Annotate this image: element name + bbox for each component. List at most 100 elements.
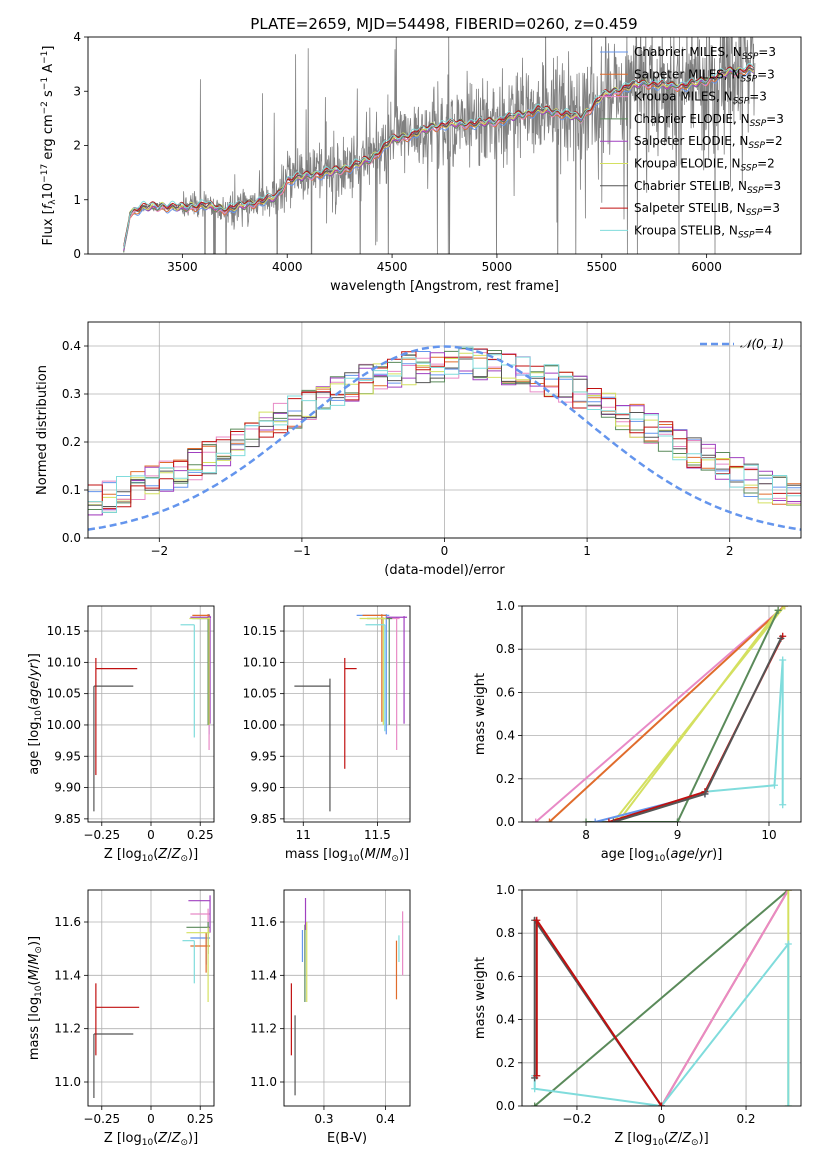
y-tick-label: 11.2	[250, 1022, 277, 1036]
x-tick-label: 2	[726, 544, 734, 558]
weight_vs_Z-frame	[521, 889, 802, 1107]
age_vs_mass-errorbars	[294, 614, 408, 812]
y-tick-label: 10.00	[47, 718, 81, 732]
y-tick-label: 10.05	[47, 687, 81, 701]
y-tick-label: 1	[73, 193, 81, 207]
y-tick-label: 1.0	[496, 599, 515, 613]
mass-weight-marker	[545, 818, 553, 822]
residual-histograms	[88, 345, 801, 531]
mass-weight-marker	[701, 790, 709, 798]
x-tick-label: −2	[150, 544, 168, 558]
mass-weight-line	[548, 606, 786, 822]
weight_vs_age-frame	[521, 605, 802, 823]
y-tick-label: 0.8	[496, 642, 515, 656]
weight_vs_Z-xlabel: Z [log10(Z/Z⊙)]	[614, 1131, 708, 1148]
y-tick-label: 0.3	[62, 387, 81, 401]
weight_vs_age-xlabel: age [log10(age/yr)]	[601, 847, 723, 864]
mass-weight-marker	[781, 606, 789, 610]
y-tick-label: 10.10	[243, 655, 277, 669]
mass-weight-marker	[779, 656, 787, 664]
residuals-xlabel: (data-model)/error	[384, 563, 505, 578]
y-tick-label: 0.4	[62, 339, 81, 353]
x-tick-label: 8	[582, 828, 590, 842]
x-tick-label: −1	[293, 544, 311, 558]
y-tick-label: 11.4	[54, 968, 81, 982]
mass-weight-line	[534, 890, 789, 1106]
y-tick-label: 11.0	[250, 1075, 277, 1089]
x-tick-label: 1	[583, 544, 591, 558]
legend-entry: Chabrier ELODIE, NSSP=3	[634, 112, 784, 129]
x-tick-label: 10	[761, 828, 776, 842]
mass_vs_Z-ylabel: mass [log10(M/M⊙)]	[27, 936, 44, 1060]
spectrum-frame	[87, 36, 802, 255]
mass-weight-marker	[777, 634, 785, 642]
x-tick-label: 11	[296, 828, 311, 842]
weight_vs_Z-lines	[531, 890, 792, 1106]
spectrum-xlabel: wavelength [Angstrom, rest frame]	[330, 279, 559, 294]
x-tick-label: 3500	[167, 260, 198, 274]
mass_vs_EBV-axes: 0.3 0.4 11.0 11.2 11.4 11.6	[250, 890, 410, 1126]
x-tick-label: 0	[147, 1112, 155, 1126]
legend-entry: Chabrier MILES, NSSP=3	[634, 45, 776, 62]
mass_vs_Z-errorbars	[93, 895, 211, 1098]
y-tick-label: 11.4	[250, 968, 277, 982]
x-tick-label: 0.2	[736, 1112, 755, 1126]
x-tick-label: 0	[658, 1112, 666, 1126]
mass-weight-marker	[605, 818, 613, 822]
y-tick-label: 2	[73, 139, 81, 153]
mass-weight-marker	[591, 818, 599, 822]
legend-entry: Kroupa MILES, NSSP=3	[634, 90, 767, 107]
mass-weight-marker	[609, 818, 617, 822]
figure-title: PLATE=2659, MJD=54498, FIBERID=0260, z=0…	[250, 15, 637, 33]
mass-weight-marker	[674, 818, 682, 822]
age_vs_mass-frame	[283, 605, 411, 823]
y-tick-label: 11.6	[250, 915, 277, 929]
y-tick-label: 0.0	[62, 531, 81, 545]
age_vs_Z-xlabel: Z [log10(Z/Z⊙)]	[104, 847, 198, 864]
x-tick-label: 0.3	[314, 1112, 333, 1126]
legend-entry: Salpeter ELODIE, NSSP=2	[634, 134, 783, 151]
y-tick-label: 0.2	[496, 772, 515, 786]
x-tick-label: 4500	[377, 260, 408, 274]
y-tick-label: 0.1	[62, 483, 81, 497]
spectrum-traces	[123, 37, 756, 254]
mass-weight-line	[617, 609, 779, 822]
y-tick-label: 10.05	[243, 687, 277, 701]
y-tick-label: 0.2	[62, 435, 81, 449]
mass-weight-marker	[531, 1102, 539, 1106]
residual-hist-step	[88, 348, 801, 509]
y-tick-label: 9.95	[250, 749, 277, 763]
mass_vs_EBV-errorbars	[290, 898, 404, 1096]
age_vs_mass-xlabel: mass [log10(M/M⊙)]	[285, 847, 409, 864]
mass-weight-line	[535, 606, 786, 822]
legend-entry: Kroupa STELIB, NSSP=4	[634, 223, 772, 240]
mass-weight-marker	[784, 940, 792, 948]
mass-weight-marker	[533, 1072, 541, 1080]
y-tick-label: 9.90	[250, 781, 277, 795]
weight_vs_age-lines	[532, 606, 789, 822]
mass_vs_EBV-frame	[283, 889, 411, 1107]
gaussian-reference-curve	[88, 345, 801, 531]
age_vs_Z-ylabel: age [log10(age/yr)]	[27, 653, 44, 775]
model-spectrum-line	[123, 64, 755, 247]
y-tick-label: 0.6	[496, 969, 515, 983]
y-tick-label: 10.00	[243, 718, 277, 732]
x-tick-label: 9	[674, 828, 682, 842]
x-tick-label: 0	[147, 828, 155, 842]
y-tick-label: 9.85	[54, 812, 81, 826]
x-tick-label: 5000	[482, 260, 513, 274]
x-tick-label: 4000	[272, 260, 303, 274]
y-tick-label: 0.0	[496, 1099, 515, 1113]
legend-entry: Chabrier STELIB, NSSP=3	[634, 179, 781, 196]
mass_vs_Z-frame	[87, 889, 215, 1107]
residuals-frame	[87, 321, 802, 539]
y-tick-label: 9.95	[54, 749, 81, 763]
y-tick-label: 0.6	[496, 685, 515, 699]
y-tick-label: 1.0	[496, 883, 515, 897]
mass-weight-marker	[784, 890, 792, 894]
mass-weight-marker	[779, 801, 787, 809]
legend-entry: Salpeter MILES, NSSP=3	[634, 67, 775, 84]
legend-entry: Salpeter STELIB, NSSP=3	[634, 201, 780, 218]
y-tick-label: 0.0	[496, 815, 515, 829]
